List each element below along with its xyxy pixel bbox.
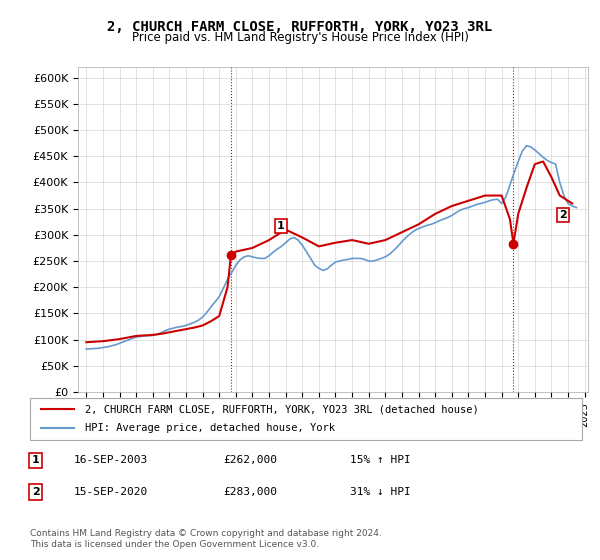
FancyBboxPatch shape [30,398,582,440]
Text: Contains HM Land Registry data © Crown copyright and database right 2024.
This d: Contains HM Land Registry data © Crown c… [30,529,382,549]
Text: £283,000: £283,000 [223,487,277,497]
Text: 31% ↓ HPI: 31% ↓ HPI [350,487,411,497]
Text: 2: 2 [32,487,40,497]
Text: 16-SEP-2003: 16-SEP-2003 [74,455,148,465]
Text: Price paid vs. HM Land Registry's House Price Index (HPI): Price paid vs. HM Land Registry's House … [131,31,469,44]
Text: 1: 1 [277,221,285,231]
Text: 2: 2 [559,210,567,220]
Text: 1: 1 [32,455,40,465]
Text: 15% ↑ HPI: 15% ↑ HPI [350,455,411,465]
Text: £262,000: £262,000 [223,455,277,465]
Text: 2, CHURCH FARM CLOSE, RUFFORTH, YORK, YO23 3RL (detached house): 2, CHURCH FARM CLOSE, RUFFORTH, YORK, YO… [85,404,479,414]
Text: 2, CHURCH FARM CLOSE, RUFFORTH, YORK, YO23 3RL: 2, CHURCH FARM CLOSE, RUFFORTH, YORK, YO… [107,20,493,34]
Text: 15-SEP-2020: 15-SEP-2020 [74,487,148,497]
Text: HPI: Average price, detached house, York: HPI: Average price, detached house, York [85,423,335,433]
